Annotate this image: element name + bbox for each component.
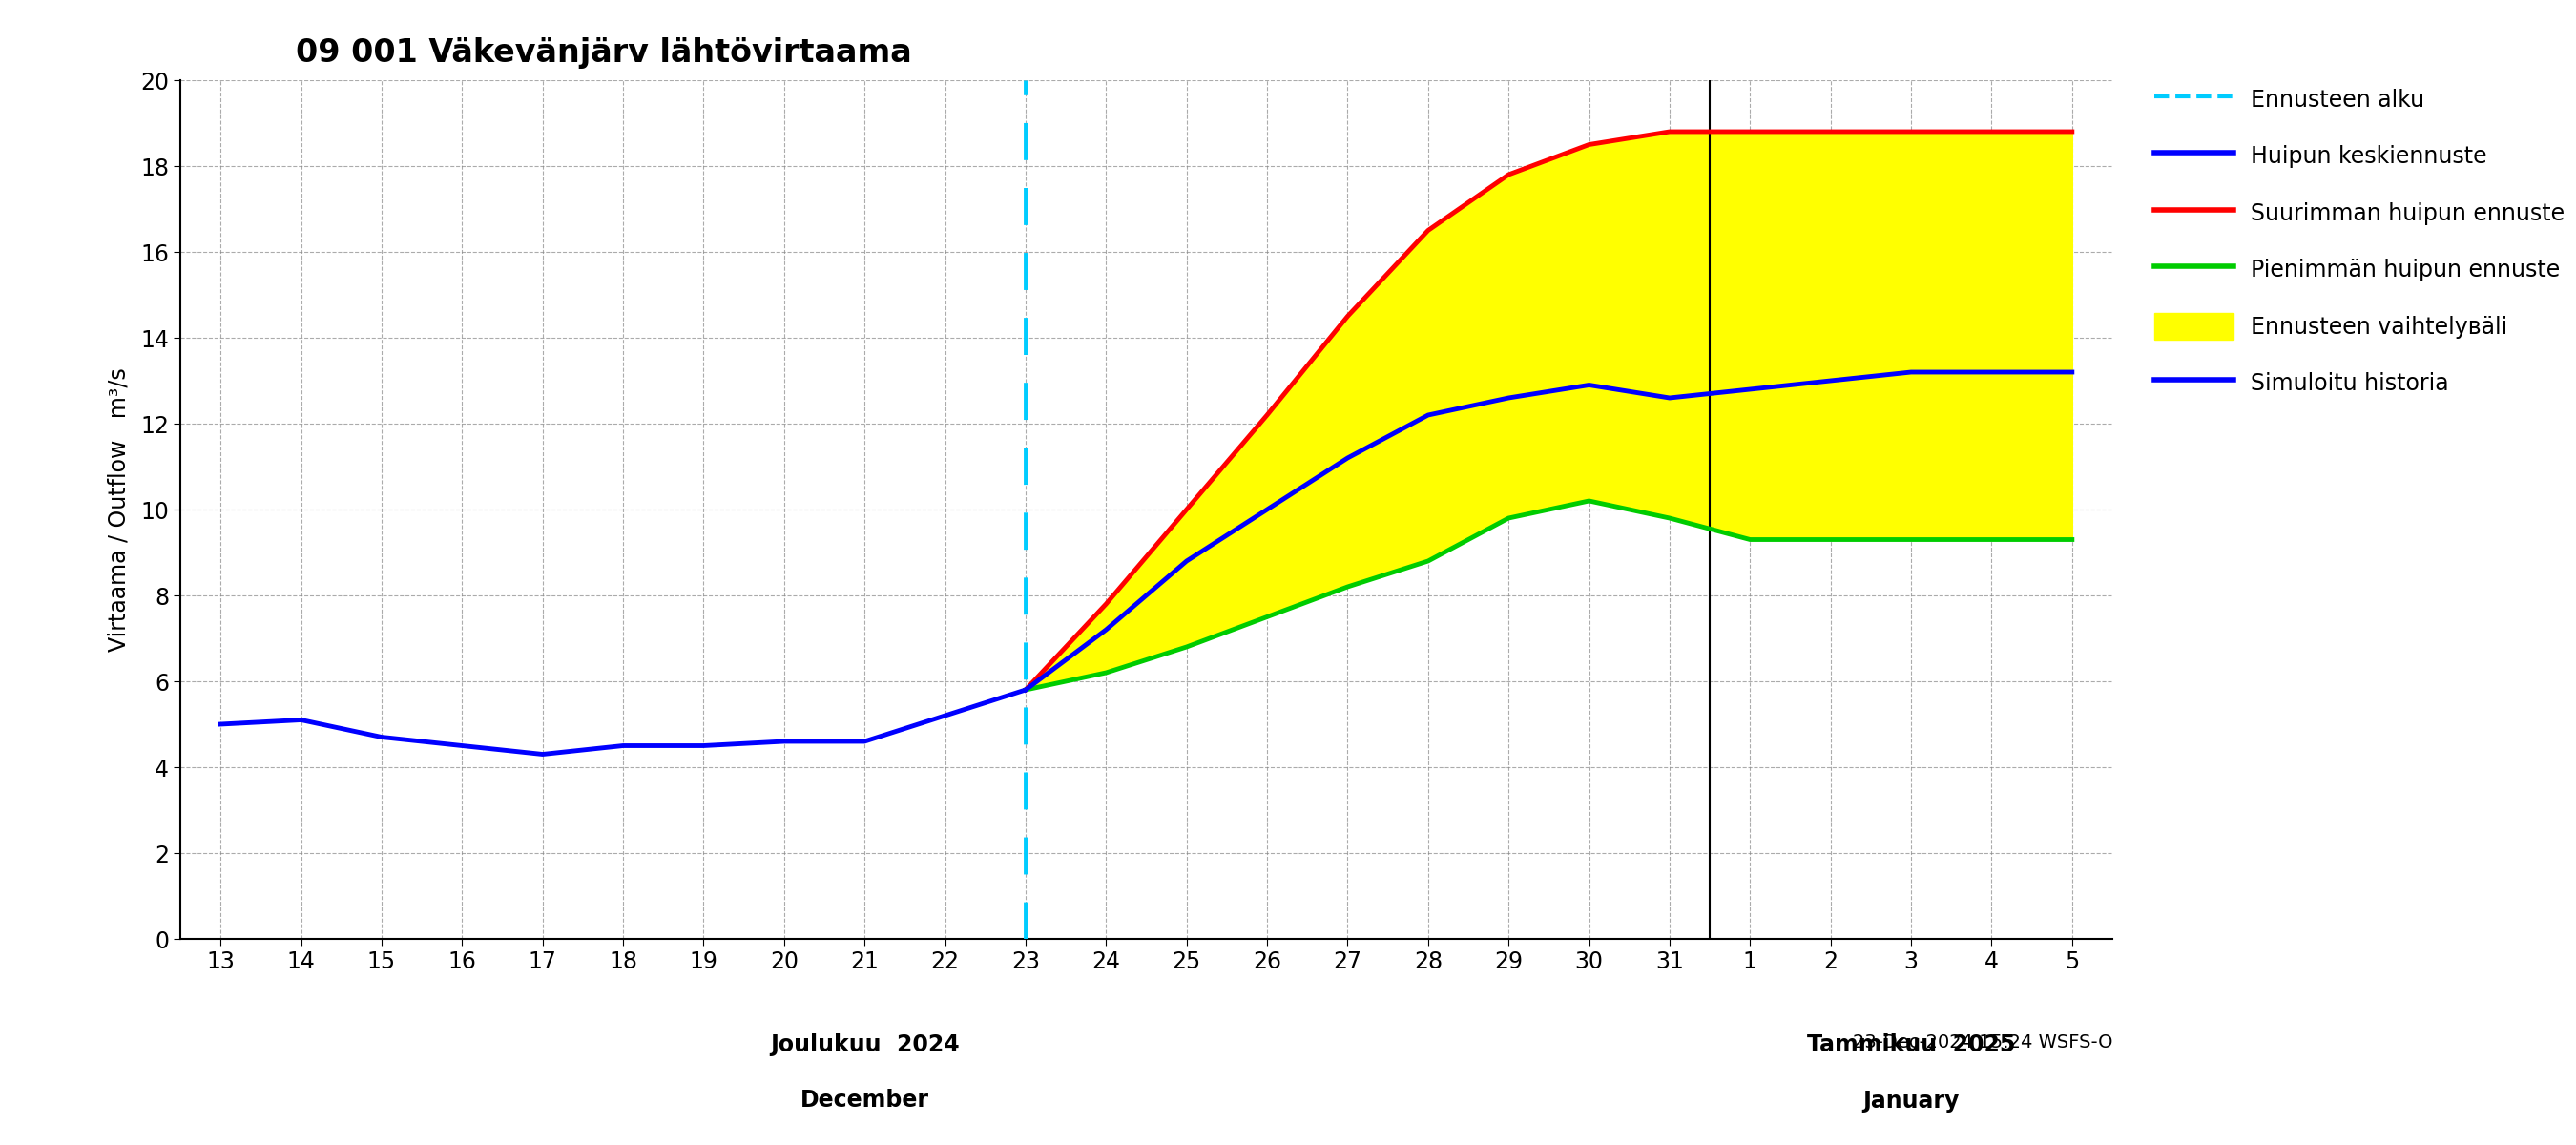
Y-axis label: Virtaama / Outflow   m³/s: Virtaama / Outflow m³/s [108, 368, 129, 652]
Text: Joulukuu  2024: Joulukuu 2024 [770, 1033, 958, 1056]
Text: January: January [1862, 1089, 1960, 1112]
Text: 09 001 Väkevänjärv lähtövirtaama: 09 001 Väkevänjärv lähtövirtaama [296, 37, 912, 69]
Text: Tammikuu  2025: Tammikuu 2025 [1806, 1033, 2014, 1056]
Text: December: December [801, 1089, 930, 1112]
Legend: Ennusteen alku, Huipun keskiennuste, Suurimman huipun ennuste, Pienimmän huipun : Ennusteen alku, Huipun keskiennuste, Suu… [2143, 74, 2576, 408]
Text: 23-Dec-2024 15:24 WSFS-O: 23-Dec-2024 15:24 WSFS-O [1852, 1033, 2112, 1051]
